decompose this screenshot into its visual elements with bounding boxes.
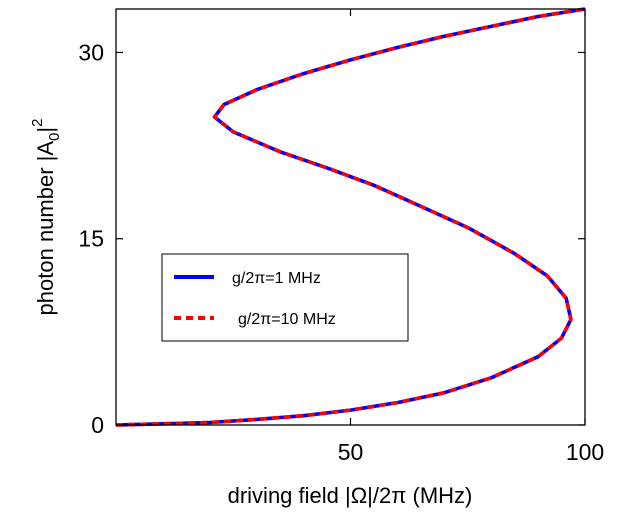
x-tick-label-1: 50 (338, 439, 364, 465)
plot-area (116, 9, 585, 425)
y-tick-label-2: 15 (78, 226, 104, 252)
legend-box (161, 253, 409, 342)
legend-label-1: g/2π=1 MHz (232, 270, 321, 287)
legend: g/2π=1 MHz g/2π=10 MHz (161, 253, 409, 342)
legend-label-2: g/2π=10 MHz (238, 311, 336, 328)
x-axis-label: driving field |Ω|/2π (MHz) (228, 483, 473, 508)
series-layer (115, 7, 586, 427)
y-axis-label: photon number |A0|2 (29, 119, 63, 316)
x-tick-label-2: 100 (566, 439, 604, 465)
tick-layer: 50 100 0 15 30 (78, 9, 604, 465)
y-axis-label-superscript: 2 (29, 119, 46, 127)
y-axis-label-main: photon number |A (33, 141, 58, 316)
y-axis-label-bar: | (33, 127, 58, 133)
y-tick-label-1: 0 (91, 412, 104, 438)
series-line-2 (115, 7, 586, 427)
y-tick-label-3: 30 (78, 39, 104, 65)
y-axis-label-subscript: 0 (46, 133, 63, 141)
